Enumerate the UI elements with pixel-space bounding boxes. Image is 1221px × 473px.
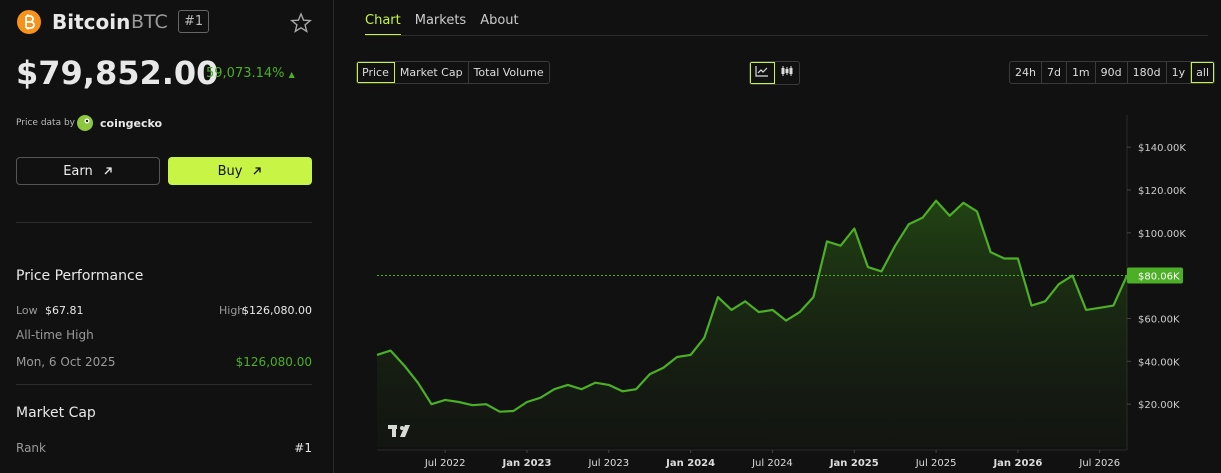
line-style-button[interactable] [750, 62, 775, 84]
buy-button[interactable]: Buy [168, 157, 312, 185]
rank-label: Rank [16, 441, 46, 455]
x-tick-label: Jan 2023 [502, 458, 552, 469]
arrow-icon [253, 167, 262, 175]
x-tick-label: Jan 2026 [992, 458, 1042, 469]
ath-value: $126,080.00 [235, 355, 312, 369]
x-tick-label: Jan 2025 [829, 458, 879, 469]
high-value: $126,080.00 [242, 304, 312, 317]
price-line [376, 199, 1129, 413]
arrow-icon [104, 167, 112, 175]
buy-label: Buy [217, 163, 243, 179]
tab[interactable]: About [480, 13, 519, 28]
asset-panel: Bitcoin BTC #1 $79,852.00 59,073.14% ▲ P… [0, 0, 334, 473]
last-price-badge [1127, 267, 1183, 284]
price: $79,852.00 [16, 54, 219, 92]
bitcoin-icon [17, 10, 41, 34]
range-toggle: 24h 7d 1m 90d 180d 1y all [1008, 61, 1215, 84]
section-title: Market Cap [16, 405, 96, 421]
candle-icon [781, 66, 793, 76]
price-change-value: 59,073.14% [206, 66, 285, 81]
candle-style-button[interactable] [775, 62, 799, 84]
rank-value: #1 [294, 441, 312, 455]
metric-button[interactable]: Market Cap [395, 62, 469, 83]
chart-style-toggle [749, 61, 800, 85]
metric-button[interactable]: Total Volume [473, 66, 544, 79]
x-tick-label: Jul 2022 [424, 458, 466, 469]
earn-label: Earn [63, 163, 93, 179]
tab-bar: Chart Markets About [365, 13, 519, 36]
range-button[interactable]: all [1191, 62, 1214, 83]
low-value: $67.81 [45, 304, 84, 317]
price-change: 59,073.14% ▲ [206, 66, 295, 81]
range-button[interactable]: 90d [1096, 62, 1128, 83]
tab[interactable]: Markets [414, 13, 467, 28]
y-tick-label: $100.00K [1138, 229, 1186, 240]
earn-button[interactable]: Earn [16, 157, 160, 185]
favorite-star[interactable] [290, 12, 312, 34]
y-tick-label: $120.00K [1138, 186, 1186, 197]
line-icon [755, 66, 768, 77]
y-tick-label: $40.00K [1138, 357, 1180, 368]
last-price-label: $80.06K [1138, 272, 1180, 283]
coingecko-icon [77, 115, 93, 131]
metric-button[interactable]: Price [357, 62, 395, 83]
y-tick-label: $20.00K [1138, 400, 1180, 411]
source-prefix: Price data by [16, 118, 75, 128]
y-tick-label: $60.00K [1138, 314, 1180, 325]
x-tick-label: Jul 2026 [1078, 458, 1120, 469]
range-button[interactable]: 1m [1067, 62, 1096, 83]
range-button[interactable]: 7d [1042, 62, 1067, 83]
asset-name: Bitcoin [52, 10, 131, 34]
low-label: Low [16, 304, 38, 317]
metric-toggle: Price Market Cap Total Volume [356, 61, 550, 84]
y-tick-label: $140.00K [1138, 143, 1186, 154]
area-fill [377, 200, 1127, 447]
x-tick-label: Jan 2024 [665, 458, 715, 469]
high-label: High [219, 304, 245, 317]
range-button[interactable]: 1y [1167, 62, 1192, 83]
range-button[interactable]: 180d [1128, 62, 1167, 83]
rank-badge: #1 [178, 10, 210, 33]
range-button[interactable]: 24h [1010, 62, 1042, 83]
asset-symbol: BTC [131, 11, 168, 33]
x-tick-label: Jul 2025 [915, 458, 957, 469]
divider [16, 384, 312, 385]
ath-label: All-time High [16, 328, 94, 342]
x-tick-label: Jul 2024 [751, 458, 793, 469]
section-title: Price Performance [16, 268, 144, 284]
ath-date: Mon, 6 Oct 2025 [16, 355, 116, 369]
divider [16, 222, 312, 223]
source-name: coingecko [100, 117, 163, 130]
x-tick-label: Jul 2023 [587, 458, 629, 469]
tab-divider [365, 35, 1208, 36]
